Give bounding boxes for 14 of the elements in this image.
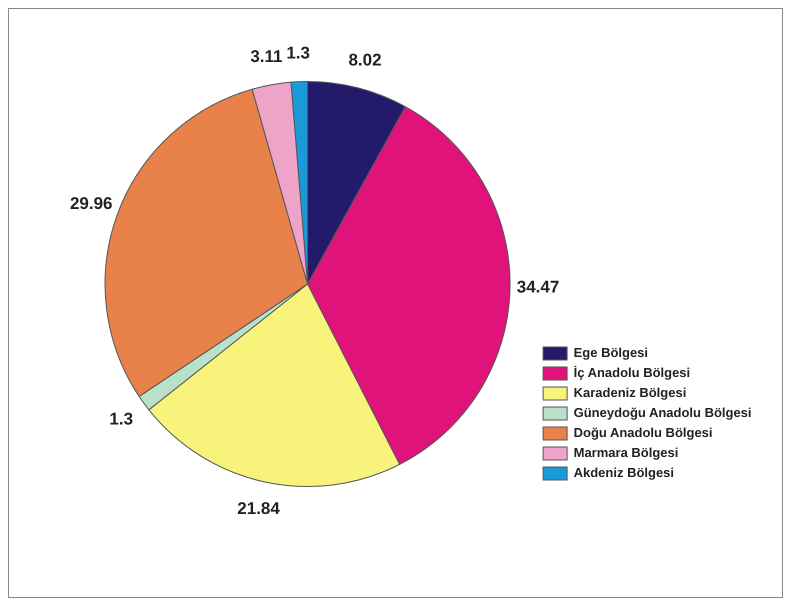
legend-label: Ege Bölgesi: [574, 345, 648, 360]
legend-label: Doğu Anadolu Bölgesi: [574, 425, 713, 440]
legend-label: Güneydoğu Anadolu Bölgesi: [574, 405, 752, 420]
data-label: 21.84: [237, 498, 280, 518]
legend-label: Marmara Bölgesi: [574, 445, 678, 460]
legend-label: Karadeniz Bölgesi: [574, 385, 686, 400]
data-label: 34.47: [516, 277, 560, 296]
legend-label: Akdeniz Bölgesi: [574, 465, 674, 480]
data-label: 1.3: [286, 43, 310, 62]
data-label: 29.96: [70, 194, 112, 214]
data-label: 8.02: [348, 50, 382, 70]
legend-label: İç Anadolu Bölgesi: [574, 365, 690, 380]
data-label: 3.11: [250, 46, 283, 66]
data-label: 1.3: [109, 409, 134, 428]
